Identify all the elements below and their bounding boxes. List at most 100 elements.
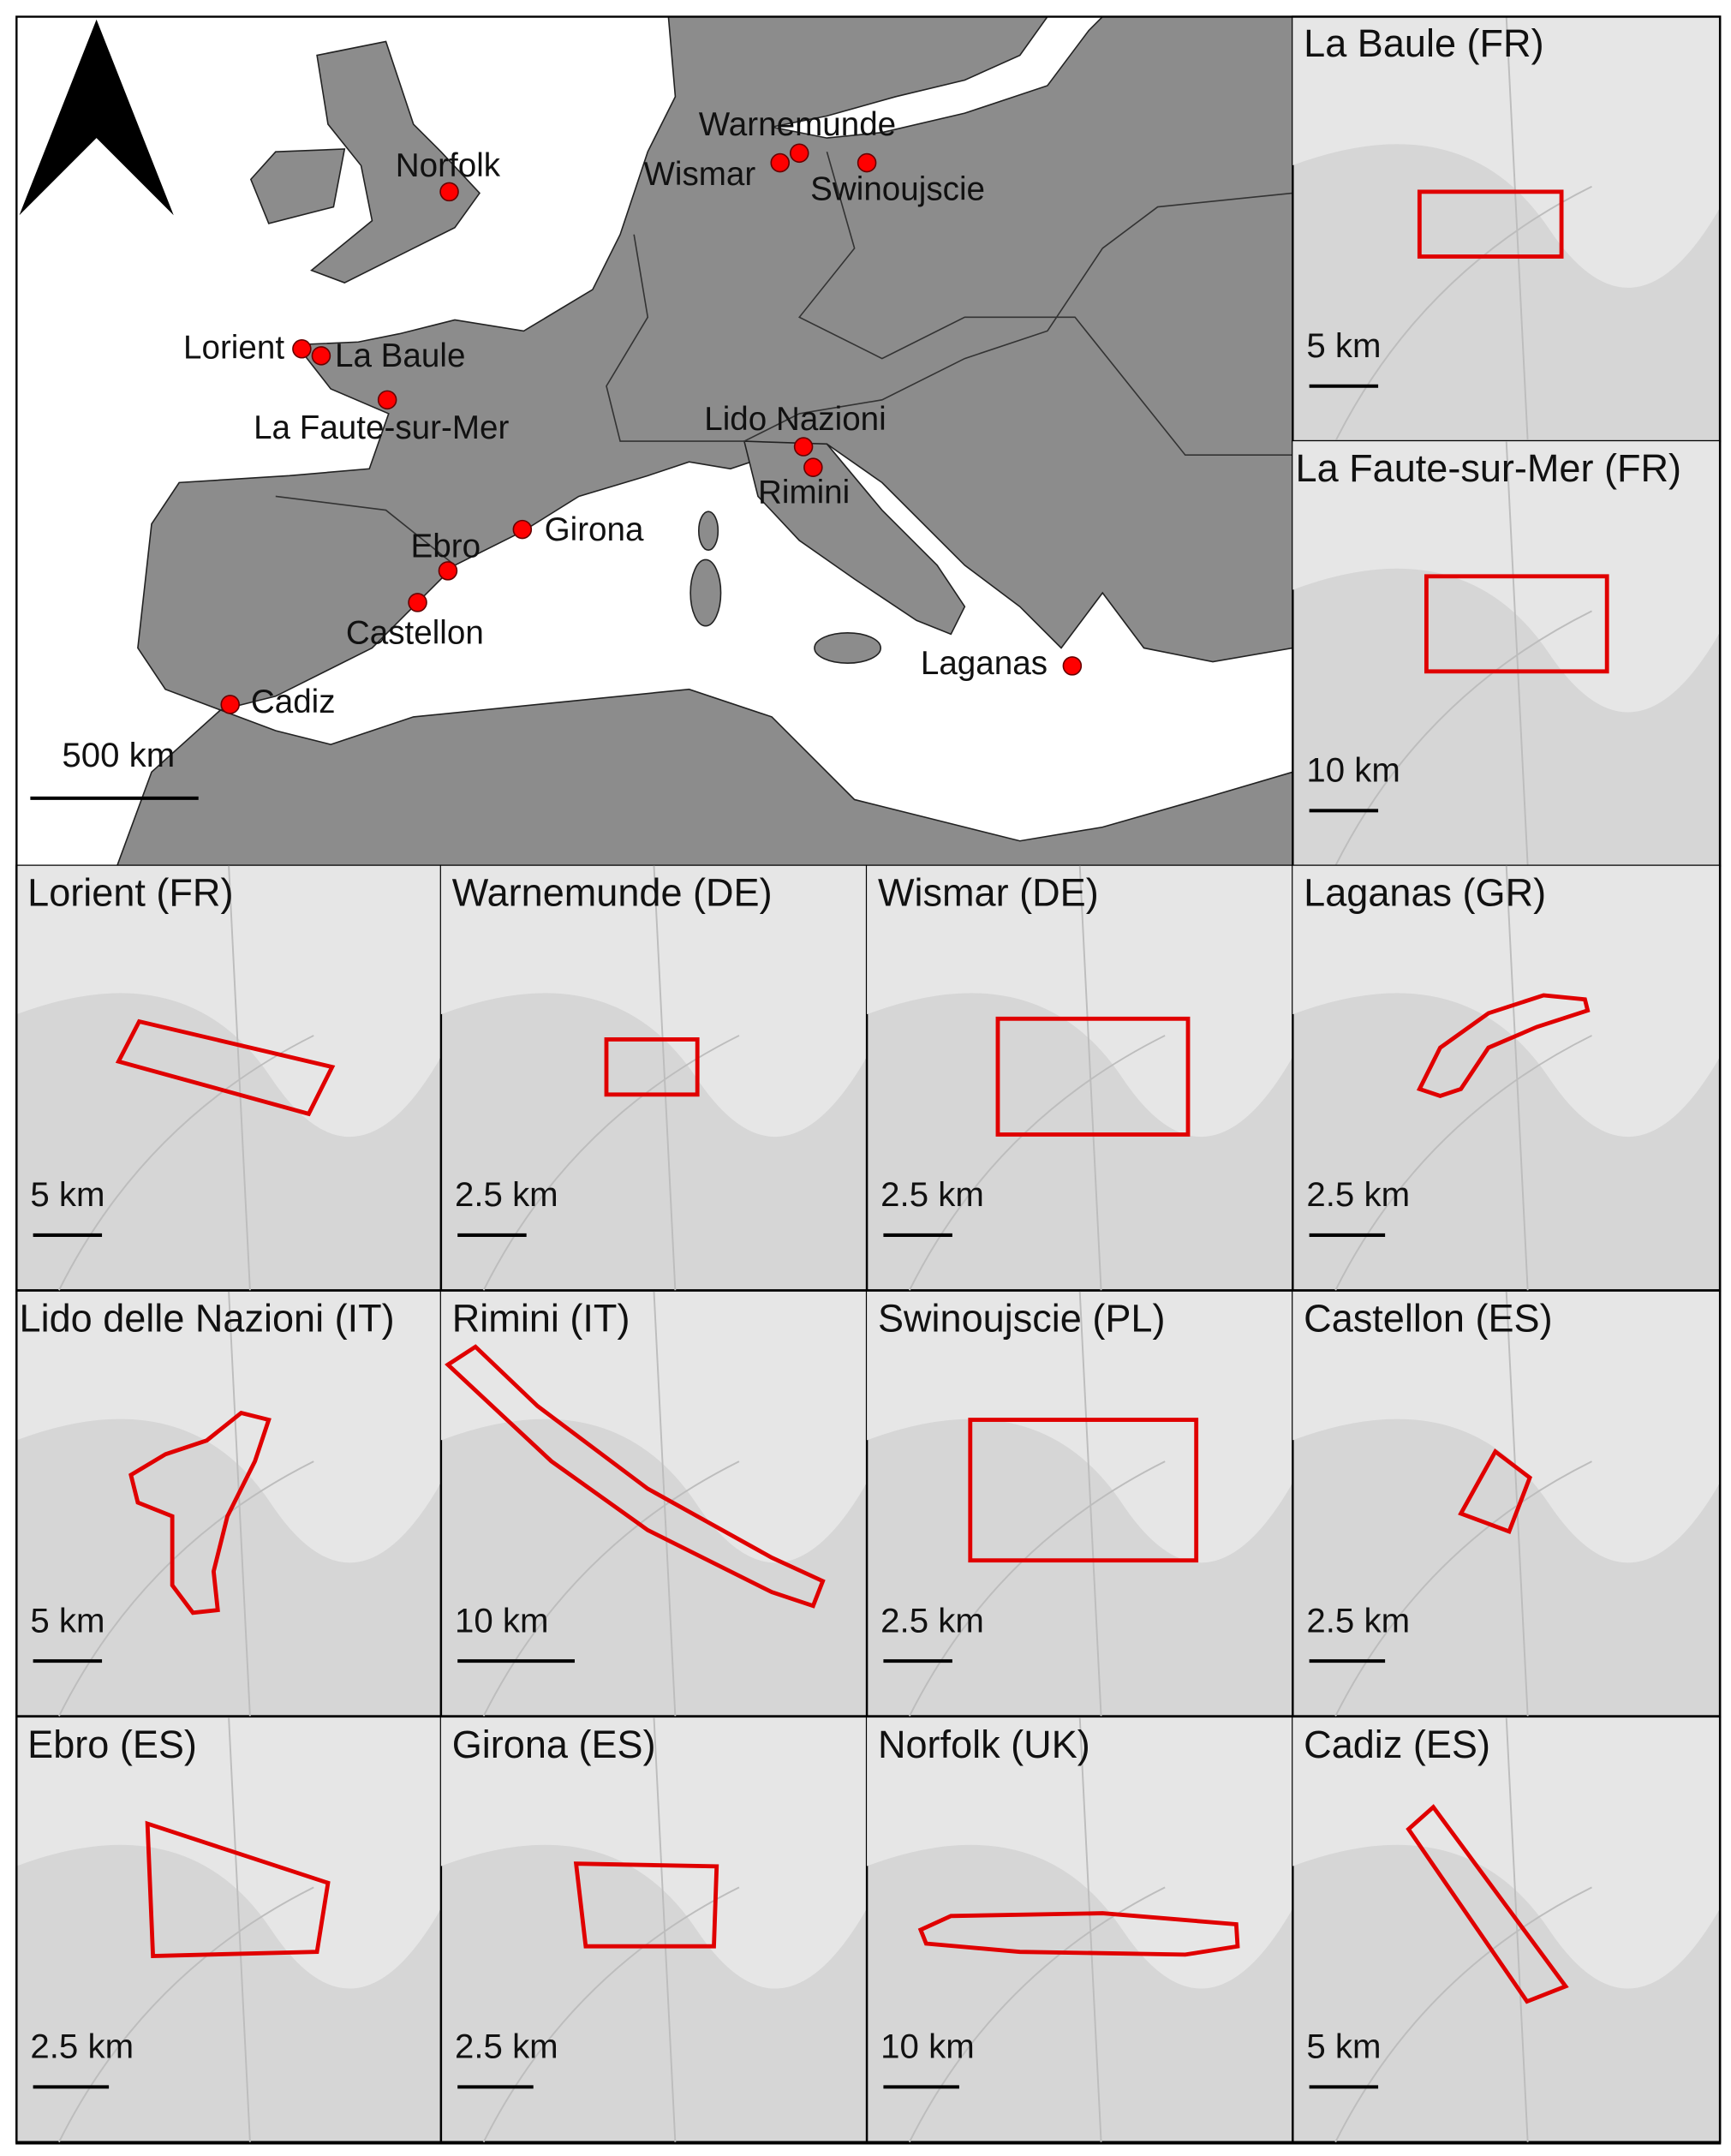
inset-scale-label: 5 km	[1306, 2028, 1381, 2066]
inset-land	[440, 1291, 868, 1563]
site-marker	[793, 437, 814, 457]
inset-panel: Lorient (FR) 5 km	[15, 864, 443, 1292]
inset-panel: Rimini (IT) 10 km	[439, 1290, 868, 1717]
inset-scale-label: 5 km	[1306, 326, 1381, 365]
borders	[606, 192, 1293, 442]
inset-scale-label: 5 km	[30, 1175, 104, 1214]
inset-title: Cadiz (ES)	[1304, 1723, 1490, 1766]
inset-land	[16, 865, 441, 1138]
inset-land	[440, 865, 868, 1138]
inset-panel: Wismar (DE) 2.5 km	[865, 864, 1294, 1292]
inset-roads	[908, 865, 1166, 1291]
inset-scale-label: 10 km	[880, 2028, 975, 2066]
site-marker	[1062, 656, 1083, 676]
inset-panel: La Baule (FR) 5 km	[1292, 15, 1722, 443]
site-label: Laganas	[921, 645, 1048, 682]
corsica	[697, 511, 719, 552]
inset-title: Rimini (IT)	[452, 1297, 630, 1341]
site-marker	[512, 519, 533, 540]
site-marker	[220, 695, 240, 714]
inset-scale-label: 2.5 km	[1306, 1175, 1410, 1214]
study-area-outline	[115, 1018, 336, 1117]
site-label: Warnemunde	[699, 106, 896, 143]
site-marker	[311, 346, 331, 366]
study-area-outline	[573, 1861, 719, 1949]
inset-scale-label: 2.5 km	[1306, 1601, 1410, 1639]
inset-panel: Lido delle Nazioni (IT) 5 km	[15, 1290, 443, 1717]
mediterranean-sea	[218, 443, 1293, 842]
inset-panel: Warnemunde (DE) 2.5 km	[439, 864, 868, 1292]
site-label: Lido Nazioni	[704, 401, 886, 438]
overview-map: Norfolk Warnemunde Wismar Swinoujscie Lorien…	[16, 16, 1293, 866]
ireland	[249, 148, 346, 224]
inset-roads	[908, 1717, 1166, 2143]
inset-title: Lido delle Nazioni (IT)	[20, 1297, 395, 1341]
study-area-outline	[1416, 993, 1591, 1098]
site-label: La Faute-sur-Mer	[254, 409, 509, 446]
inset-title: La Faute-sur-Mer (FR)	[1296, 446, 1682, 490]
italy	[743, 440, 966, 636]
inset-panel: Swinoujscie (PL) 2.5 km	[865, 1290, 1294, 1717]
inset-title: Laganas (GR)	[1304, 870, 1546, 914]
inset-roads	[482, 1717, 740, 2143]
inset-maps: La Baule (FR) 5 km La Faute-sur-Mer (FR) 10…	[15, 15, 1722, 2143]
inset-land	[1292, 865, 1721, 1138]
site-label: Girona	[545, 511, 644, 548]
site-marker	[770, 152, 791, 173]
borders	[275, 495, 456, 566]
site-marker	[439, 182, 459, 202]
site-markers: Norfolk Warnemunde Wismar Swinoujscie Lorien…	[183, 106, 1083, 720]
inset-roads	[1334, 441, 1592, 867]
site-label: Cadiz	[251, 684, 336, 720]
overview-scale-label: 500 km	[62, 736, 175, 774]
site-marker	[803, 457, 823, 477]
inset-land	[1292, 1717, 1721, 1989]
britain	[310, 40, 481, 284]
inset-land	[1292, 16, 1721, 288]
inset-panel: Ebro (ES) 2.5 km	[15, 1716, 443, 2143]
inset-land	[867, 1291, 1293, 1563]
inset-title: Lorient (FR)	[27, 870, 233, 914]
inset-panel: Norfolk (UK) 10 km	[865, 1716, 1294, 2143]
inset-scale-label: 2.5 km	[30, 2028, 134, 2066]
inset-roads	[58, 1717, 314, 2143]
inset-panel: Cadiz (ES) 5 km	[1292, 1716, 1722, 2143]
inset-panel: Laganas (GR) 2.5 km	[1292, 864, 1722, 1292]
site-label: Ebro	[411, 528, 481, 564]
inset-panel: Girona (ES) 2.5 km	[439, 1716, 868, 2143]
inset-title: Wismar (DE)	[878, 870, 1099, 914]
inset-roads	[482, 1291, 740, 1717]
inset-scale-label: 2.5 km	[880, 1601, 984, 1639]
inset-scale-label: 10 km	[1306, 751, 1400, 790]
inset-roads	[1334, 16, 1592, 442]
study-area-outline	[128, 1410, 272, 1616]
inset-land	[1292, 1291, 1721, 1563]
study-area-outline	[968, 1418, 1199, 1563]
site-label: Norfolk	[396, 147, 501, 184]
site-label: Wismar	[643, 156, 755, 193]
study-area-outline	[445, 1344, 826, 1609]
study-area-outline	[1417, 189, 1564, 259]
study-area-outline	[1458, 1448, 1532, 1534]
site-label: Rimini	[758, 475, 850, 511]
site-marker	[408, 593, 427, 612]
inset-roads	[908, 1291, 1166, 1717]
inset-roads	[1334, 1717, 1592, 2143]
inset-panel: La Faute-sur-Mer (FR) 10 km	[1292, 439, 1722, 867]
site-marker	[292, 339, 312, 359]
inset-scale-label: 2.5 km	[455, 2028, 558, 2066]
inset-scale-label: 2.5 km	[455, 1175, 558, 1214]
inset-roads	[58, 1291, 314, 1717]
inset-roads	[58, 865, 314, 1291]
inset-land	[16, 1291, 441, 1563]
site-marker	[857, 152, 877, 173]
site-label: La Baule	[335, 337, 465, 374]
baltic-sea	[771, 16, 1104, 139]
inset-title: Warnemunde (DE)	[452, 870, 773, 914]
north-arrow-icon	[19, 19, 174, 216]
inset-panel: Castellon (ES) 2.5 km	[1292, 1290, 1722, 1717]
inset-title: Swinoujscie (PL)	[878, 1297, 1165, 1341]
site-label: Lorient	[183, 330, 284, 367]
site-label: Swinoujscie	[810, 171, 985, 208]
